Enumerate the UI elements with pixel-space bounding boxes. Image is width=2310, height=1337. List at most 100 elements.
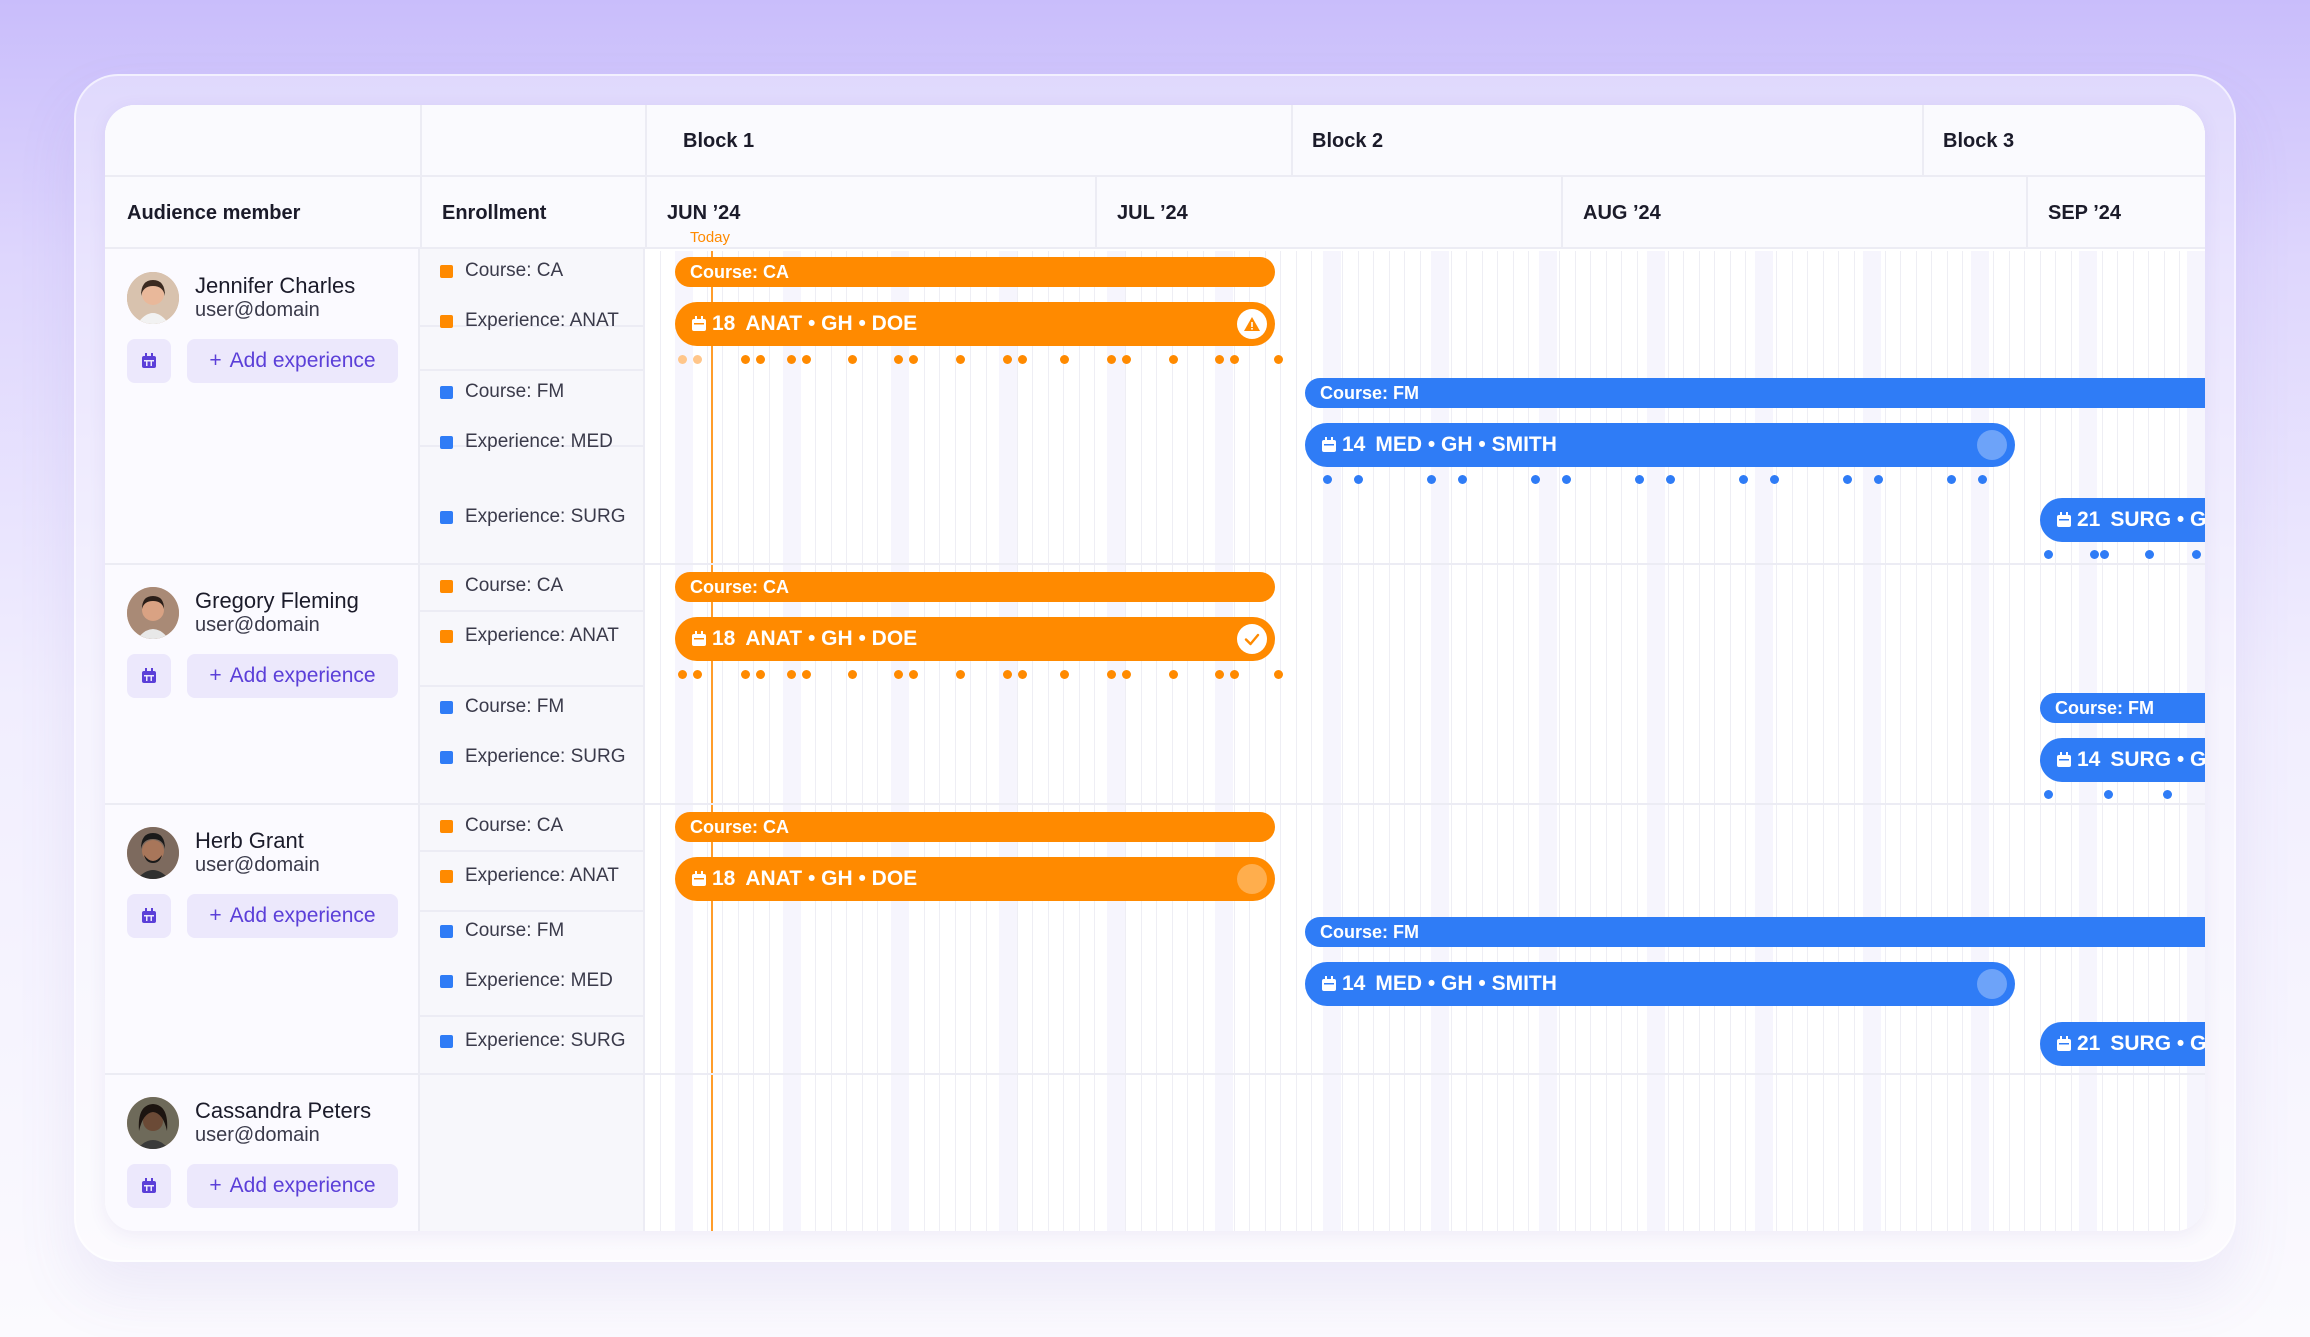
column-header-enrollment: Enrollment: [442, 202, 547, 224]
experience-bar[interactable]: 18 ANAT • GH • DOE: [675, 617, 1275, 661]
grid-line: [1993, 251, 1994, 1231]
session-dots: [678, 355, 1283, 365]
enrollment-separator: [420, 1015, 645, 1017]
experience-bar[interactable]: 21 SURG • G: [2040, 498, 2205, 542]
block-header-row: [105, 105, 2205, 177]
enrollment-separator: [420, 369, 645, 371]
grid-line: [2024, 251, 2025, 1231]
plus-icon: +: [209, 904, 222, 927]
enrollment-item[interactable]: Experience: ANAT: [440, 310, 619, 332]
bar-label: ANAT • GH • DOE: [745, 312, 918, 335]
add-experience-button[interactable]: + Add experience: [187, 654, 398, 698]
course-bar[interactable]: Course: FM: [1305, 917, 2205, 947]
session-dot: [1060, 670, 1069, 679]
person-name: Herb Grant: [195, 828, 304, 853]
color-swatch: [440, 385, 453, 399]
course-bar[interactable]: Course: FM: [1305, 378, 2205, 408]
enrollment-item[interactable]: Experience: ANAT: [440, 865, 619, 887]
session-dot: [1562, 475, 1571, 484]
enrollment-item[interactable]: Course: FM: [440, 696, 564, 718]
timeline-area: [645, 105, 2205, 1231]
grid-line: [1342, 251, 1343, 1231]
enrollment-item[interactable]: Experience: MED: [440, 431, 613, 453]
course-bar[interactable]: Course: CA: [675, 812, 1275, 842]
experience-bar[interactable]: 14 MED • GH • SMITH: [1305, 423, 2015, 467]
color-swatch: [440, 924, 453, 938]
session-dot: [1770, 475, 1779, 484]
enrollment-column: [420, 105, 645, 1231]
row-separator: [105, 563, 2205, 565]
add-experience-label: Add experience: [229, 349, 376, 372]
enrollment-item[interactable]: Experience: SURG: [440, 506, 626, 528]
experience-bar[interactable]: 14 MED • GH • SMITH: [1305, 962, 2015, 1006]
experience-bar[interactable]: 18 ANAT • GH • DOE: [675, 302, 1275, 346]
grid-line: [1203, 251, 1204, 1231]
session-dot: [1274, 670, 1283, 679]
experience-bar[interactable]: 18 ANAT • GH • DOE: [675, 857, 1275, 901]
grid-line: [1807, 251, 1808, 1231]
grid-line: [1358, 251, 1359, 1231]
grid-line: [1838, 251, 1839, 1231]
enrollment-item[interactable]: Experience: ANAT: [440, 625, 619, 647]
calendar-button[interactable]: [127, 654, 171, 698]
bar-count: 18: [712, 867, 736, 890]
calendar-icon: [1320, 436, 1338, 454]
bar-label: SURG • G: [2110, 508, 2205, 531]
calendar-button[interactable]: [127, 1164, 171, 1208]
weekend-shade: [891, 251, 909, 1231]
month-divider: [1095, 177, 1097, 249]
enrollment-item[interactable]: Course: FM: [440, 381, 564, 403]
today-marker: [711, 251, 713, 1231]
course-bar[interactable]: Course: CA: [675, 257, 1275, 287]
session-dot: [2163, 790, 2172, 799]
person-email: user@domain: [195, 614, 320, 636]
grid-line: [1017, 251, 1018, 1231]
color-swatch: [440, 264, 453, 278]
experience-bar[interactable]: 21 SURG • G: [2040, 1022, 2205, 1066]
month-label: SEP ’24: [2048, 202, 2122, 224]
grid-line: [1141, 251, 1142, 1231]
session-dot: [1107, 670, 1116, 679]
grid-line: [1249, 251, 1250, 1231]
calendar-button[interactable]: [127, 894, 171, 938]
grid-line: [2009, 251, 2010, 1231]
session-dot: [756, 670, 765, 679]
enrollment-label: Course: CA: [465, 575, 564, 596]
checkmark-icon: [1237, 624, 1267, 654]
grid-line: [1699, 251, 1700, 1231]
add-experience-label: Add experience: [229, 904, 376, 927]
enrollment-item[interactable]: Course: FM: [440, 920, 564, 942]
calendar-icon: [2055, 1035, 2073, 1053]
session-dot: [741, 670, 750, 679]
add-experience-button[interactable]: + Add experience: [187, 1164, 398, 1208]
weekend-shade: [1215, 251, 1233, 1231]
block-divider: [1291, 105, 1293, 177]
course-bar[interactable]: Course: FM: [2040, 693, 2205, 723]
bar-label: Course: CA: [690, 816, 790, 837]
session-dot: [756, 355, 765, 364]
session-dot: [894, 670, 903, 679]
enrollment-item[interactable]: Course: CA: [440, 575, 563, 597]
bar-count: 18: [712, 312, 736, 335]
add-experience-button[interactable]: + Add experience: [187, 339, 398, 383]
enrollment-item[interactable]: Experience: SURG: [440, 1030, 626, 1052]
color-swatch: [440, 314, 453, 328]
experience-bar[interactable]: 14 SURG • G: [2040, 738, 2205, 782]
enrollment-item[interactable]: Experience: SURG: [440, 746, 626, 768]
enrollment-item[interactable]: Experience: MED: [440, 970, 613, 992]
course-bar[interactable]: Course: CA: [675, 572, 1275, 602]
color-swatch: [440, 510, 453, 524]
enrollment-item[interactable]: Course: CA: [440, 815, 563, 837]
person-name: Jennifer Charles: [195, 273, 356, 298]
session-dot: [2145, 550, 2154, 559]
session-dot: [2192, 550, 2201, 559]
add-experience-button[interactable]: + Add experience: [187, 894, 398, 938]
grid-line: [1063, 251, 1064, 1231]
bar-count: 14: [1342, 433, 1366, 456]
session-dot: [1060, 355, 1069, 364]
enrollment-item[interactable]: Course: CA: [440, 260, 563, 282]
calendar-button[interactable]: [127, 339, 171, 383]
grid-line: [1389, 251, 1390, 1231]
warning-icon: [1237, 309, 1267, 339]
grid-line: [2040, 251, 2041, 1231]
